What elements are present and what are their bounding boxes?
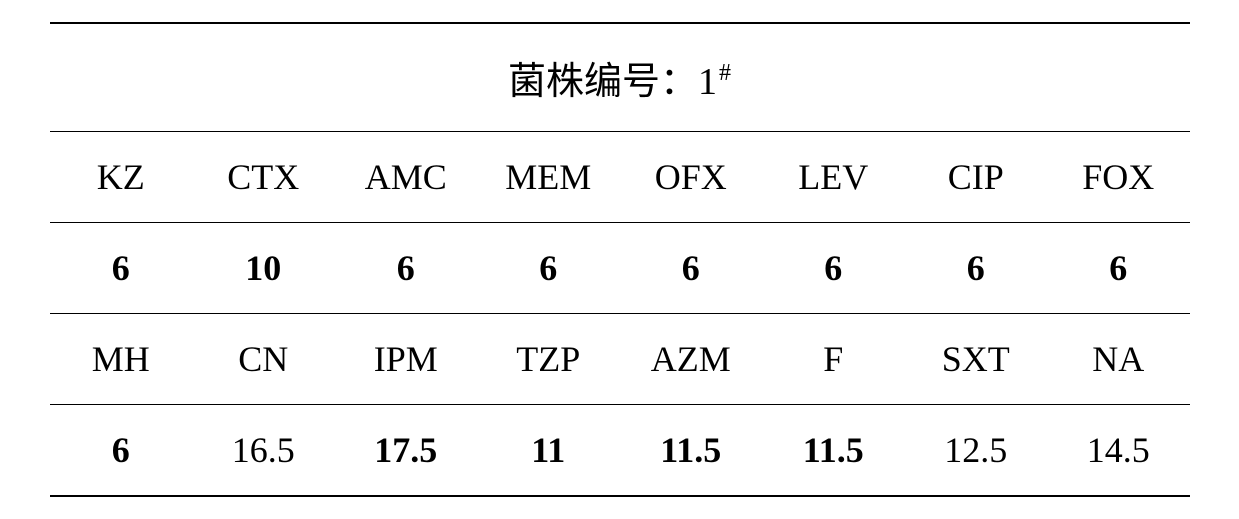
- table-title: 菌株编号：1#: [50, 23, 1190, 132]
- data-cell: 6: [50, 223, 193, 314]
- data-cell: 11.5: [620, 405, 763, 497]
- data-cell: 11: [477, 405, 620, 497]
- data-cell: 17.5: [335, 405, 478, 497]
- data-cell: 6: [477, 223, 620, 314]
- column-header: MEM: [477, 132, 620, 223]
- column-header: SXT: [905, 314, 1048, 405]
- column-header: CN: [192, 314, 335, 405]
- section2-header-row: MH CN IPM TZP AZM F SXT NA: [50, 314, 1190, 405]
- data-cell: 6: [1047, 223, 1190, 314]
- column-header: AZM: [620, 314, 763, 405]
- section2-value-row: 6 16.5 17.5 11 11.5 11.5 12.5 14.5: [50, 405, 1190, 497]
- data-cell: 6: [620, 223, 763, 314]
- section1-value-row: 6 10 6 6 6 6 6 6: [50, 223, 1190, 314]
- data-table: 菌株编号：1# KZ CTX AMC MEM OFX LEV CIP FOX 6…: [50, 22, 1190, 497]
- column-header: MH: [50, 314, 193, 405]
- data-cell: 6: [335, 223, 478, 314]
- column-header: NA: [1047, 314, 1190, 405]
- data-cell: 10: [192, 223, 335, 314]
- column-header: CTX: [192, 132, 335, 223]
- data-cell: 6: [905, 223, 1048, 314]
- column-header: OFX: [620, 132, 763, 223]
- column-header: F: [762, 314, 905, 405]
- column-header: CIP: [905, 132, 1048, 223]
- antibiotic-table: 菌株编号：1# KZ CTX AMC MEM OFX LEV CIP FOX 6…: [50, 22, 1190, 497]
- data-cell: 16.5: [192, 405, 335, 497]
- data-cell: 6: [762, 223, 905, 314]
- section1-header-row: KZ CTX AMC MEM OFX LEV CIP FOX: [50, 132, 1190, 223]
- column-header: KZ: [50, 132, 193, 223]
- title-row: 菌株编号：1#: [50, 23, 1190, 132]
- column-header: FOX: [1047, 132, 1190, 223]
- column-header: IPM: [335, 314, 478, 405]
- data-cell: 14.5: [1047, 405, 1190, 497]
- data-cell: 12.5: [905, 405, 1048, 497]
- title-superscript: #: [719, 60, 731, 86]
- data-cell: 6: [50, 405, 193, 497]
- column-header: LEV: [762, 132, 905, 223]
- column-header: AMC: [335, 132, 478, 223]
- title-prefix: 菌株编号：: [508, 61, 698, 103]
- column-header: TZP: [477, 314, 620, 405]
- data-cell: 11.5: [762, 405, 905, 497]
- title-number: 1: [698, 61, 717, 103]
